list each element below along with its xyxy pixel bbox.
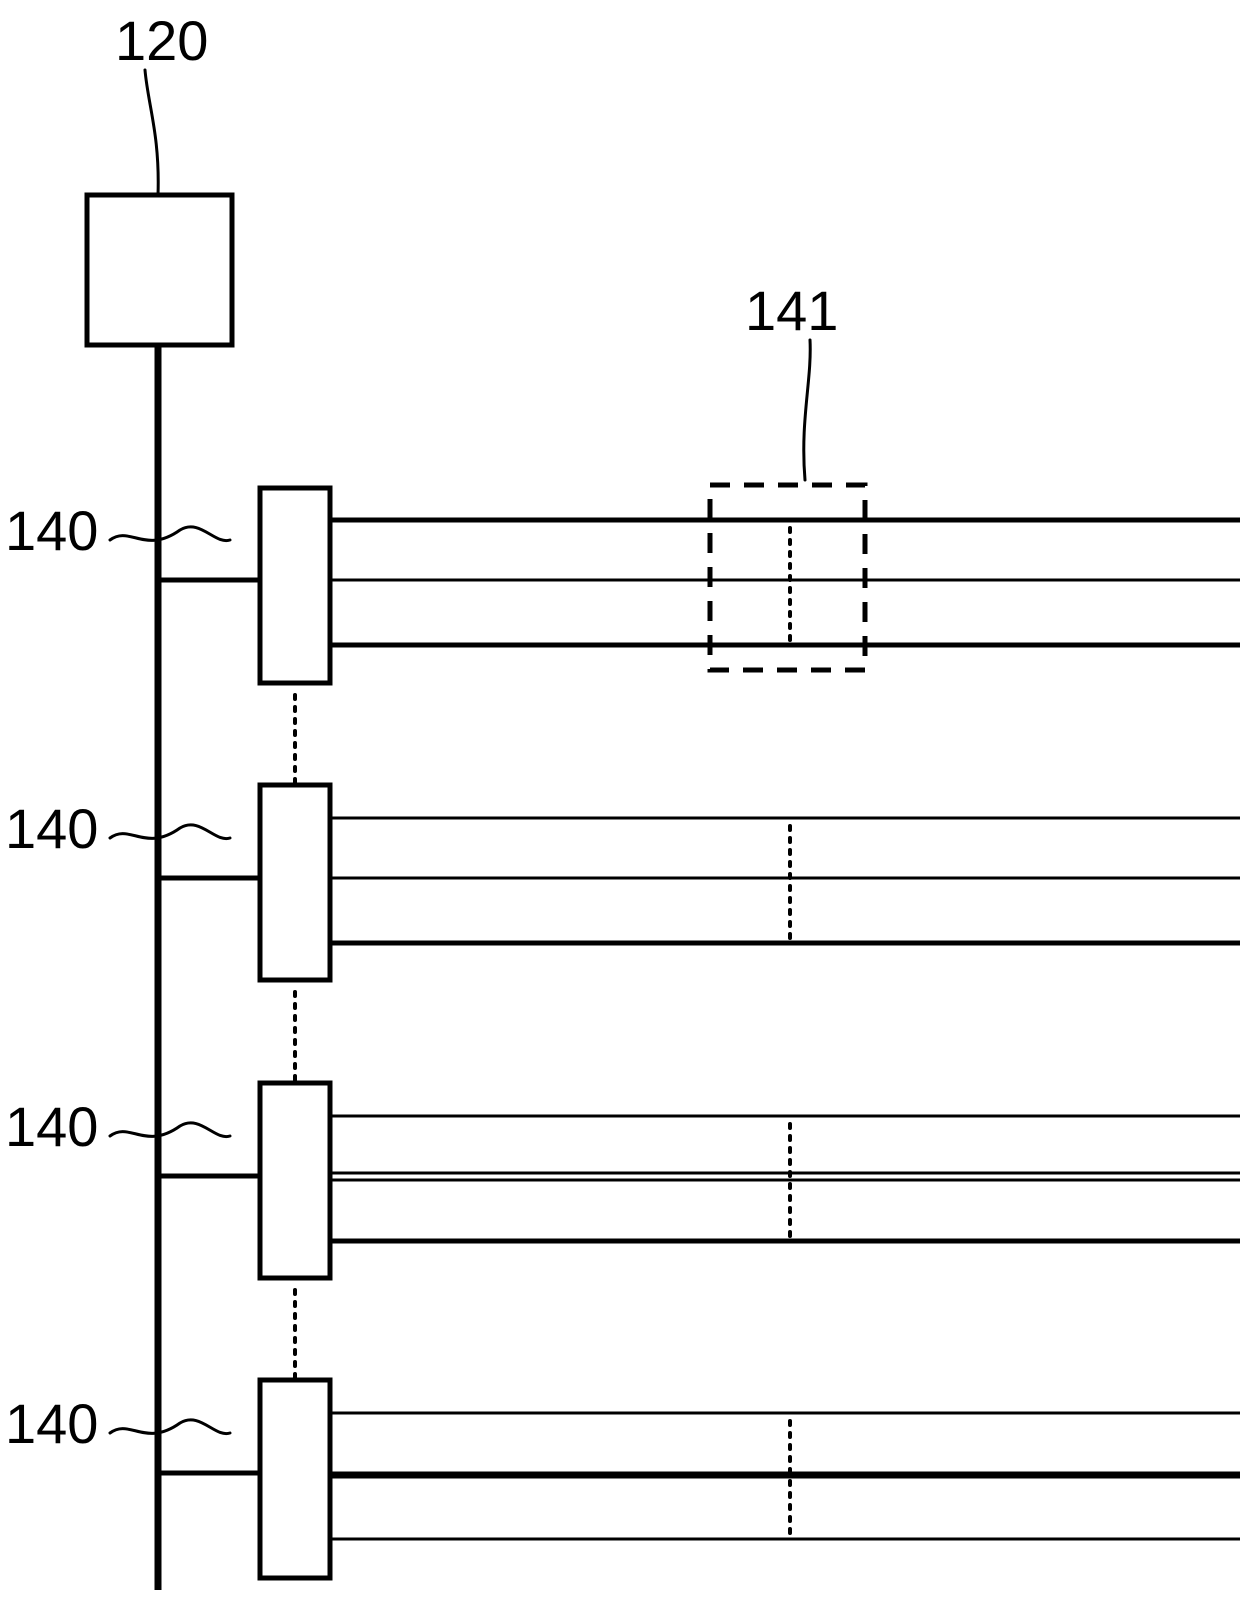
group-0-leader	[110, 527, 230, 541]
label-120: 120	[115, 9, 208, 72]
leader-141	[804, 340, 810, 480]
group-0-label: 140	[5, 499, 98, 562]
group-2: 140	[5, 1083, 1240, 1390]
leader-120	[145, 70, 158, 195]
group-1-node	[260, 785, 330, 980]
group-1: 140	[5, 785, 1240, 1092]
group-0: 140	[5, 488, 1240, 795]
group-2-leader	[110, 1123, 230, 1137]
diagram: 120 141 140 140 140 140	[0, 0, 1240, 1616]
group-3: 140	[5, 1380, 1240, 1578]
label-141: 141	[745, 279, 838, 342]
group-3-label: 140	[5, 1392, 98, 1455]
callout-box-141	[710, 485, 865, 670]
group-2-node	[260, 1083, 330, 1278]
group-1-leader	[110, 825, 230, 839]
group-0-node	[260, 488, 330, 683]
group-3-leader	[110, 1420, 230, 1434]
block-120	[87, 195, 232, 345]
group-2-label: 140	[5, 1095, 98, 1158]
group-1-label: 140	[5, 797, 98, 860]
group-3-node	[260, 1380, 330, 1578]
